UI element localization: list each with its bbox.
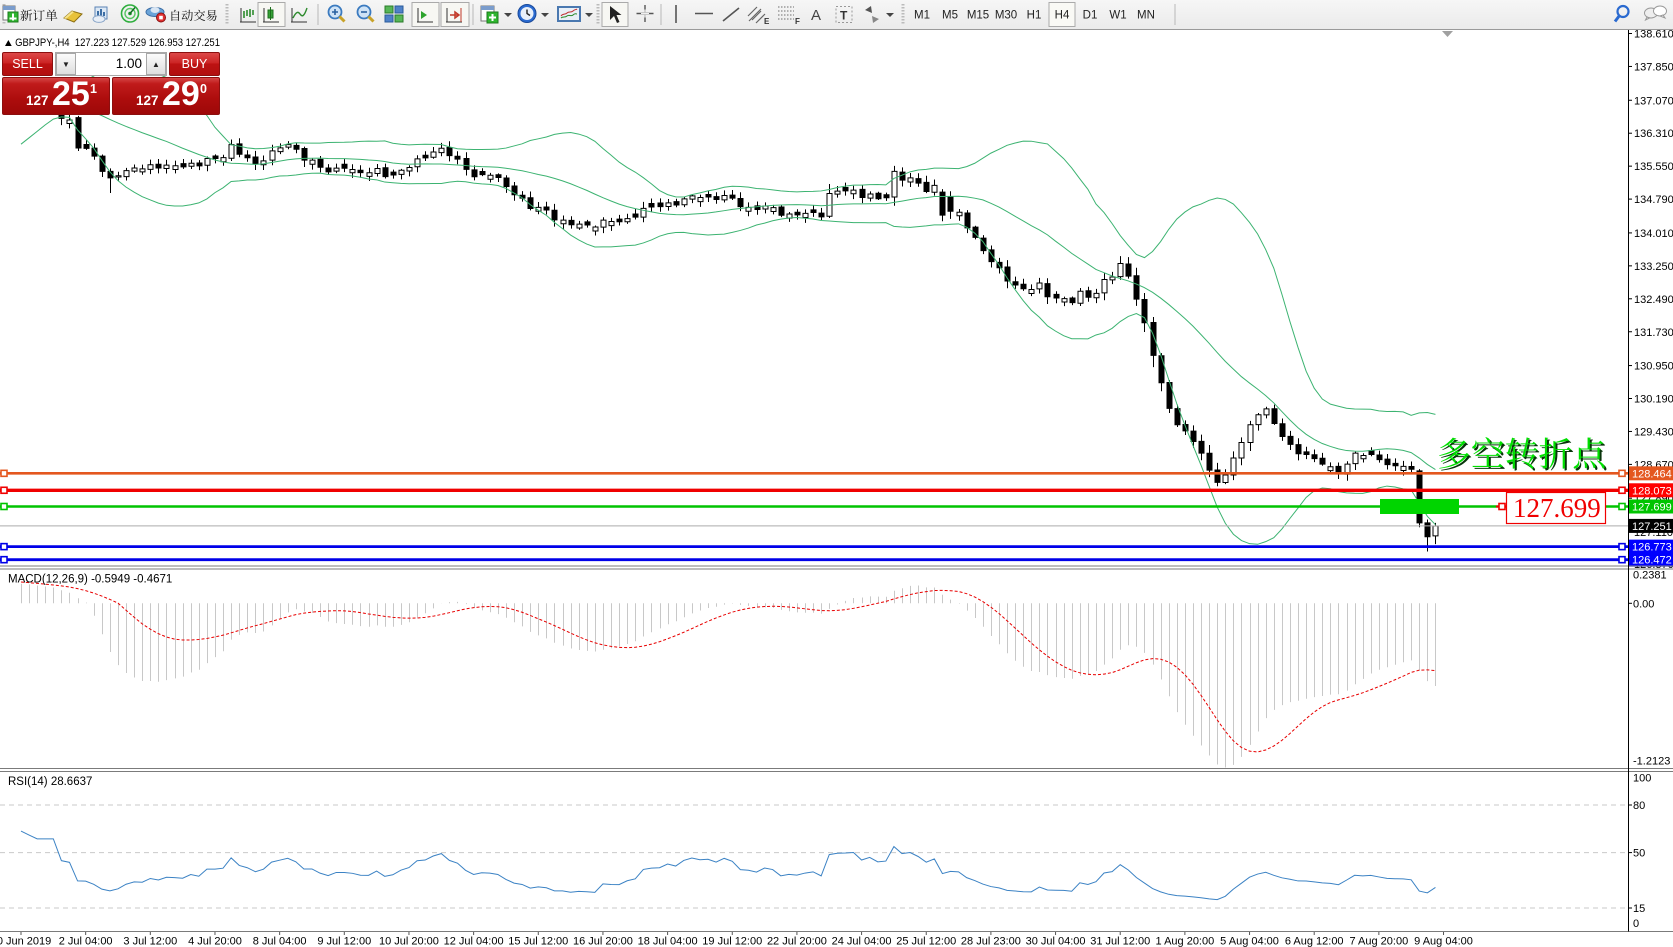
svg-text:4 Jul 20:00: 4 Jul 20:00 [188,936,242,947]
svg-text:12 Jul 04:00: 12 Jul 04:00 [444,936,504,947]
svg-text:31 Jul 12:00: 31 Jul 12:00 [1090,936,1150,947]
svg-text:132.490: 132.490 [1634,294,1673,306]
svg-text:D1: D1 [1083,10,1098,22]
svg-text:138.610: 138.610 [1634,30,1673,41]
svg-text:15: 15 [1633,903,1645,915]
svg-text:128.073: 128.073 [1632,485,1672,497]
svg-text:28 Jul 23:00: 28 Jul 23:00 [961,936,1021,947]
svg-text:127.699: 127.699 [1632,501,1672,513]
svg-text:131.730: 131.730 [1634,327,1673,339]
svg-text:30 Jul 04:00: 30 Jul 04:00 [1026,936,1086,947]
svg-text:2 Jul 04:00: 2 Jul 04:00 [59,936,113,947]
svg-text:30 Jun 2019: 30 Jun 2019 [0,936,51,947]
svg-text:0.00: 0.00 [1633,598,1654,610]
svg-text:127.699: 127.699 [1513,493,1601,523]
svg-text:0: 0 [1633,918,1639,930]
svg-text:7 Aug 20:00: 7 Aug 20:00 [1349,936,1408,947]
svg-text:F: F [795,17,800,26]
svg-text:130.190: 130.190 [1634,394,1673,406]
svg-text:22 Jul 20:00: 22 Jul 20:00 [767,936,827,947]
svg-text:5 Aug 04:00: 5 Aug 04:00 [1220,936,1279,947]
svg-text:134.790: 134.790 [1634,194,1673,206]
svg-text:10 Jul 20:00: 10 Jul 20:00 [379,936,439,947]
svg-text:19 Jul 12:00: 19 Jul 12:00 [702,936,762,947]
svg-text:137.070: 137.070 [1634,95,1673,107]
svg-text:129.430: 129.430 [1634,426,1673,438]
svg-text:127.251: 127.251 [1632,521,1672,533]
svg-text:MN: MN [1137,10,1155,22]
svg-text:-1.2123: -1.2123 [1633,756,1670,768]
svg-text:W1: W1 [1109,10,1126,22]
svg-text:126.472: 126.472 [1632,555,1672,567]
svg-text:6 Aug 12:00: 6 Aug 12:00 [1285,936,1344,947]
svg-text:T: T [840,9,848,23]
svg-text:H4: H4 [1055,10,1070,22]
svg-text:136.310: 136.310 [1634,128,1673,140]
svg-text:M5: M5 [942,10,958,22]
svg-text:80: 80 [1633,800,1645,812]
svg-text:3 Jul 12:00: 3 Jul 12:00 [123,936,177,947]
svg-text:M15: M15 [967,10,989,22]
svg-text:50: 50 [1633,848,1645,860]
svg-text:RSI(14) 28.6637: RSI(14) 28.6637 [8,776,92,788]
svg-text:16 Jul 20:00: 16 Jul 20:00 [573,936,633,947]
svg-text:100: 100 [1633,773,1651,785]
svg-text:15 Jul 12:00: 15 Jul 12:00 [508,936,568,947]
svg-text:1 Aug 20:00: 1 Aug 20:00 [1156,936,1215,947]
svg-text:M1: M1 [914,10,930,22]
svg-text:H1: H1 [1027,10,1042,22]
svg-text:0.2381: 0.2381 [1633,570,1667,582]
svg-text:134.010: 134.010 [1634,228,1673,240]
svg-text:130.950: 130.950 [1634,361,1673,373]
svg-text:9 Jul 12:00: 9 Jul 12:00 [317,936,371,947]
svg-text:M30: M30 [995,10,1017,22]
svg-text:9 Aug 04:00: 9 Aug 04:00 [1414,936,1473,947]
svg-text:126.773: 126.773 [1632,542,1672,554]
svg-text:E: E [764,17,770,26]
svg-text:24 Jul 04:00: 24 Jul 04:00 [832,936,892,947]
svg-text:135.550: 135.550 [1634,161,1673,173]
svg-text:128.464: 128.464 [1632,468,1672,480]
svg-text:A: A [811,7,821,24]
svg-text:18 Jul 04:00: 18 Jul 04:00 [638,936,698,947]
svg-text:25 Jul 12:00: 25 Jul 12:00 [896,936,956,947]
svg-text:8 Jul 04:00: 8 Jul 04:00 [253,936,307,947]
svg-text:MACD(12,26,9) -0.5949 -0.4671: MACD(12,26,9) -0.5949 -0.4671 [8,574,172,586]
svg-text:133.250: 133.250 [1634,261,1673,273]
svg-text:137.850: 137.850 [1634,61,1673,73]
